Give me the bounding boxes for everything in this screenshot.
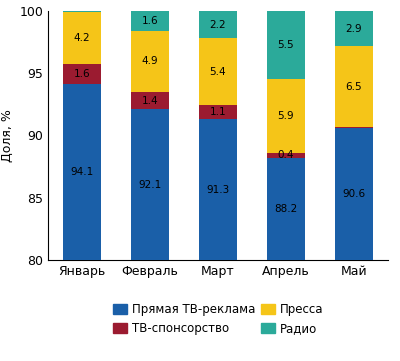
Y-axis label: Доля, %: Доля, % bbox=[1, 109, 14, 162]
Text: 92.1: 92.1 bbox=[138, 179, 162, 190]
Bar bbox=[335, 47, 372, 127]
Bar bbox=[199, 38, 237, 105]
Text: 5.9: 5.9 bbox=[278, 111, 294, 121]
Bar bbox=[131, 11, 169, 31]
Bar bbox=[335, 10, 372, 47]
Text: 6.5: 6.5 bbox=[346, 82, 362, 92]
Text: 0.4: 0.4 bbox=[278, 150, 294, 160]
Bar bbox=[199, 11, 237, 38]
Bar bbox=[64, 11, 101, 12]
Bar bbox=[335, 128, 372, 361]
Text: 1.4: 1.4 bbox=[142, 96, 158, 105]
Bar bbox=[267, 153, 305, 158]
Text: 1.6: 1.6 bbox=[142, 16, 158, 26]
Text: 94.1: 94.1 bbox=[70, 167, 94, 177]
Text: 2.2: 2.2 bbox=[210, 19, 226, 30]
Text: 1.6: 1.6 bbox=[74, 69, 90, 79]
Text: 4.9: 4.9 bbox=[142, 56, 158, 66]
Text: 2.9: 2.9 bbox=[346, 23, 362, 34]
Text: 1.1: 1.1 bbox=[210, 107, 226, 117]
Text: 4.2: 4.2 bbox=[74, 33, 90, 43]
Bar bbox=[267, 11, 305, 79]
Legend: Прямая ТВ-реклама, ТВ-спонсорство, Пресса, Радио: Прямая ТВ-реклама, ТВ-спонсорство, Пресс… bbox=[113, 303, 323, 335]
Bar bbox=[131, 109, 169, 361]
Text: 5.5: 5.5 bbox=[278, 40, 294, 50]
Bar bbox=[131, 31, 169, 92]
Bar bbox=[64, 12, 101, 64]
Bar bbox=[267, 158, 305, 361]
Text: 5.4: 5.4 bbox=[210, 67, 226, 77]
Bar bbox=[267, 79, 305, 153]
Bar bbox=[64, 84, 101, 361]
Bar bbox=[199, 105, 237, 119]
Bar bbox=[64, 64, 101, 84]
Bar bbox=[199, 119, 237, 361]
Bar bbox=[131, 92, 169, 109]
Bar bbox=[335, 127, 372, 128]
Text: 90.6: 90.6 bbox=[342, 189, 366, 199]
Text: 88.2: 88.2 bbox=[274, 204, 298, 214]
Text: 91.3: 91.3 bbox=[206, 184, 230, 195]
